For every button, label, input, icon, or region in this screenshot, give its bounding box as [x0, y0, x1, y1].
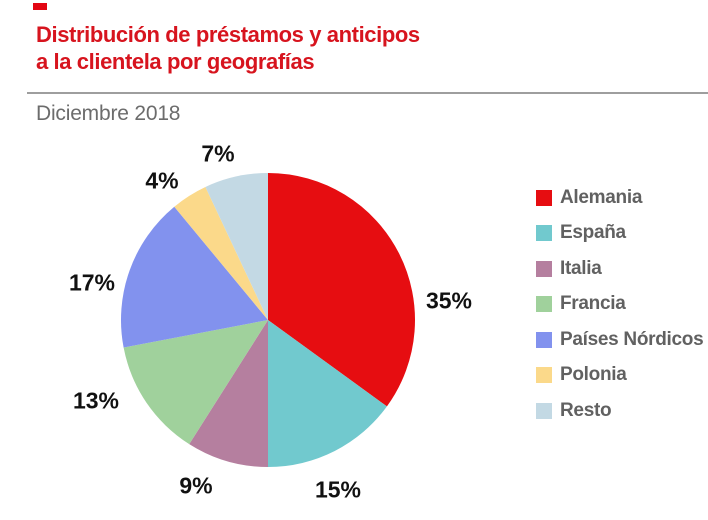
legend-label: Francia — [560, 293, 626, 315]
pct-label-francia: 13% — [72, 387, 120, 414]
page-title-line1: Distribución de préstamos y anticipos — [36, 22, 420, 47]
title-divider — [27, 92, 708, 94]
legend-swatch-icon — [536, 189, 552, 206]
pie-slice-espa-a — [268, 320, 387, 467]
legend-label: España — [560, 222, 626, 244]
legend-item-pa-ses-n-rdicos: Países Nórdicos — [536, 322, 708, 358]
pie-slice-pa-ses-n-rdicos — [120, 206, 268, 348]
chart-legend: Alemania España Italia Francia Países Nórdic… — [536, 180, 708, 429]
pie-slice-polonia — [174, 186, 268, 320]
legend-swatch-icon — [536, 331, 552, 348]
pie-slice-italia — [189, 320, 268, 467]
pie-slice-alemania — [268, 172, 416, 407]
legend-item-polonia: Polonia — [536, 358, 708, 394]
pct-label-italia: 9% — [179, 472, 213, 499]
legend-label: Resto — [560, 399, 612, 421]
legend-swatch-icon — [536, 367, 552, 384]
legend-label: Polonia — [560, 364, 627, 386]
pct-label-alemania: 35% — [425, 287, 473, 314]
pct-label-pa-ses-n-rdicos: 17% — [68, 269, 116, 296]
legend-swatch-icon — [536, 260, 552, 277]
red-corner-mark — [33, 3, 47, 10]
pct-label-espa-a: 15% — [314, 476, 362, 503]
legend-label: Italia — [560, 257, 602, 279]
legend-label: Países Nórdicos — [560, 328, 704, 350]
pct-label-resto: 7% — [201, 140, 235, 167]
pie-slice-resto — [205, 173, 268, 320]
legend-item-alemania: Alemania — [536, 180, 708, 216]
pct-label-polonia: 4% — [145, 167, 179, 194]
legend-swatch-icon — [536, 296, 552, 313]
page-title-line2: a la clientela por geografías — [36, 49, 315, 74]
legend-swatch-icon — [536, 402, 552, 419]
legend-item-italia: Italia — [536, 251, 708, 287]
chart-subtitle: Diciembre 2018 — [36, 102, 181, 125]
legend-swatch-icon — [536, 225, 552, 242]
legend-label: Alemania — [560, 186, 643, 208]
legend-item-resto: Resto — [536, 393, 708, 429]
page-title: Distribución de préstamos y anticipos a … — [36, 21, 420, 75]
legend-item-espa-a: España — [536, 216, 708, 252]
pie-slice-francia — [123, 320, 268, 445]
legend-item-francia: Francia — [536, 287, 708, 323]
